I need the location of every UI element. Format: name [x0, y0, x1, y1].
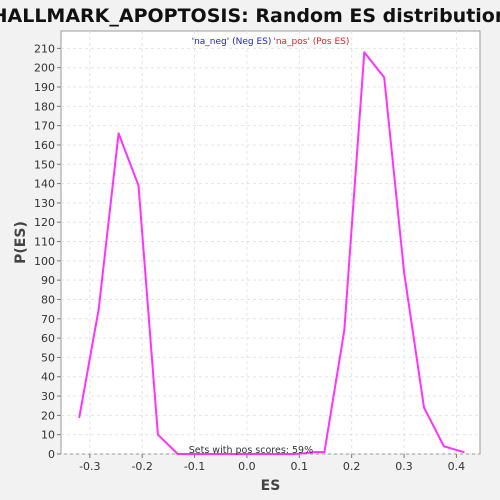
data-point — [363, 51, 366, 54]
y-tick-label: 140 — [34, 178, 55, 191]
pos-scores-annotation: Sets with pos scores: 59% — [189, 445, 313, 456]
y-tick-label: 60 — [41, 332, 55, 345]
data-point — [343, 329, 346, 332]
y-tick-label: 80 — [41, 293, 55, 306]
x-tick-label: 0.3 — [395, 460, 413, 473]
x-tick-label: -0.3 — [79, 460, 100, 473]
y-axis: 0 10 20 30 40 50 60 70 80 90 100 110 120 130 140 150 160… — [34, 42, 61, 461]
data-point — [314, 451, 316, 453]
y-tick-label: 210 — [34, 42, 55, 55]
data-point — [255, 453, 258, 455]
y-tick-label: 120 — [34, 216, 55, 229]
y-tick-label: 40 — [41, 371, 55, 384]
y-tick-label: 130 — [34, 197, 55, 210]
data-point — [442, 445, 445, 448]
data-point — [235, 453, 238, 455]
y-tick-label: 170 — [34, 120, 55, 133]
x-tick-label: -0.1 — [184, 460, 205, 473]
x-tick-label: 0.4 — [448, 460, 466, 473]
x-tick-label: 0.1 — [291, 460, 309, 473]
x-tick-label: 0.2 — [343, 460, 361, 473]
data-point — [403, 271, 405, 274]
data-point — [78, 416, 81, 419]
y-tick-label: 50 — [41, 351, 55, 364]
y-tick-label: 100 — [34, 255, 55, 268]
y-tick-label: 160 — [34, 139, 55, 152]
y-tick-label: 10 — [41, 429, 55, 442]
data-point — [323, 451, 326, 453]
legend-entry-pos: 'na_pos' (Pos ES) — [273, 37, 349, 47]
data-point — [137, 184, 140, 187]
data-point — [383, 76, 386, 79]
data-point — [156, 433, 159, 436]
plot-area — [60, 30, 481, 455]
y-tick-label: 200 — [34, 62, 55, 75]
y-tick-label: 180 — [34, 100, 55, 113]
y-tick-label: 30 — [41, 390, 55, 403]
x-tick-label: -0.2 — [131, 460, 152, 473]
x-axis: -0.3 -0.2 -0.1 0.0 0.1 0.2 0.3 0.4 — [79, 454, 465, 473]
y-tick-label: 150 — [34, 158, 55, 171]
data-point — [196, 453, 199, 455]
data-point — [462, 451, 465, 453]
data-point — [97, 308, 100, 311]
y-tick-label: 110 — [34, 236, 55, 249]
x-tick-label: 0.0 — [238, 460, 256, 473]
legend-entry-neg: 'na_neg' (Neg ES) — [192, 37, 272, 47]
y-axis-label: P(ES) — [13, 221, 29, 264]
data-point — [274, 453, 277, 455]
x-axis-label: ES — [261, 478, 281, 494]
data-point — [117, 132, 120, 135]
y-tick-label: 190 — [34, 81, 55, 94]
y-tick-label: 70 — [41, 313, 55, 326]
data-point — [423, 406, 425, 409]
series-layer — [78, 51, 465, 455]
y-tick-label: 20 — [41, 409, 55, 422]
data-point — [216, 453, 218, 455]
data-point — [294, 453, 297, 455]
data-point — [176, 453, 179, 455]
y-tick-label: 0 — [48, 448, 55, 461]
y-tick-label: 90 — [41, 274, 55, 287]
chart-title: HALLMARK_APOPTOSIS: Random ES distributi… — [0, 5, 500, 27]
